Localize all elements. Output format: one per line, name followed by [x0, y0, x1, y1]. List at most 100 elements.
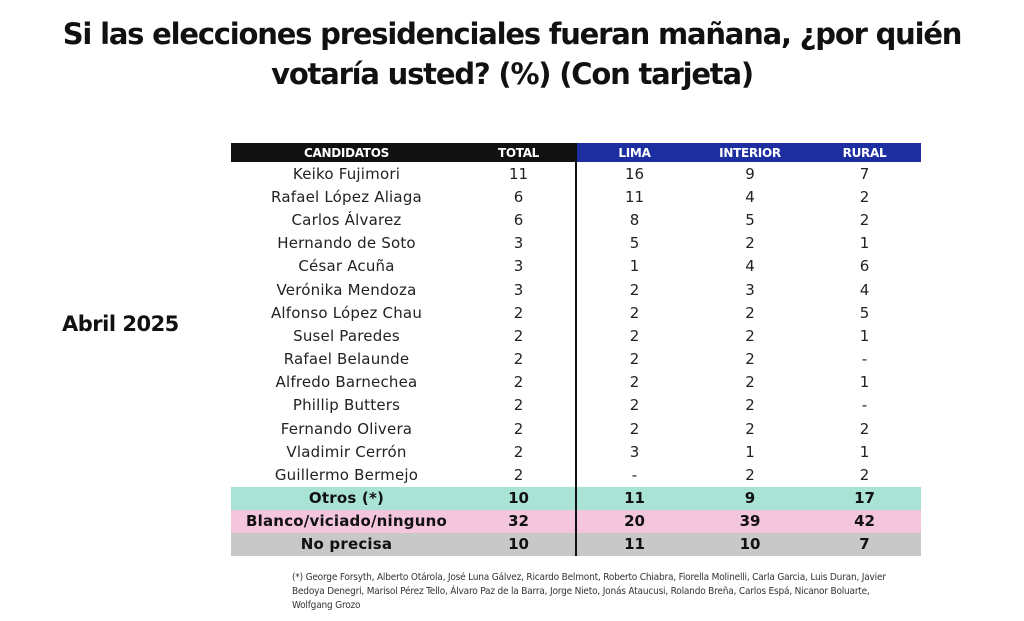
cell-rural: 1 — [859, 234, 870, 253]
column-header-rural: RURAL — [808, 143, 921, 162]
cell-total: 6 — [513, 210, 524, 229]
cell-rural: 5 — [859, 303, 870, 322]
cell-total: 3 — [513, 234, 524, 253]
table-row: Verónika Mendoza 3 2 3 4 — [231, 277, 921, 302]
cell-candidate: No precisa — [231, 532, 462, 556]
cell-rural: 2 — [859, 210, 870, 229]
table-row: Vladimir Cerrón 2 3 1 1 — [231, 440, 921, 464]
cell-candidate: Rafael Belaunde — [283, 350, 410, 369]
cell-candidate: Otros (*) — [231, 486, 462, 510]
cell-candidate: Guillermo Bermejo — [274, 466, 419, 485]
cell-interior: 3 — [745, 280, 755, 299]
cell-interior: 2 — [745, 466, 755, 485]
cell-interior: 9 — [745, 164, 755, 183]
table-row: Alfonso López Chau 2 2 2 5 — [231, 301, 921, 325]
cell-candidate: Carlos Álvarez — [291, 210, 402, 229]
table-body: Keiko Fujimori 11 16 9 7 Rafael López Aliaga 6… — [231, 162, 921, 556]
cell-candidate: Hernando de Soto — [277, 234, 416, 253]
cell-rural: 7 — [808, 532, 921, 556]
summary-row-no-precisa: No precisa 10 11 10 7 — [231, 532, 921, 556]
cell-lima: 8 — [575, 208, 692, 232]
cell-total: 2 — [513, 326, 524, 345]
cell-rural: - — [861, 350, 868, 369]
results-table: CANDIDATOS TOTAL LIMA INTERIOR RURAL Kei… — [231, 143, 921, 556]
cell-lima: 11 — [575, 532, 692, 556]
cell-lima: 2 — [575, 393, 692, 418]
period-label: Abril 2025 — [62, 312, 179, 336]
cell-lima: 2 — [575, 417, 692, 441]
cell-lima: 2 — [575, 277, 692, 302]
cell-rural: - — [861, 396, 868, 415]
cell-total: 2 — [513, 419, 524, 438]
cell-lima: - — [575, 463, 692, 487]
cell-lima: 3 — [575, 440, 692, 464]
table-row: Rafael Belaunde 2 2 2 - — [231, 347, 921, 371]
cell-lima: 20 — [575, 509, 692, 533]
cell-total: 2 — [513, 396, 524, 415]
cell-total: 2 — [513, 373, 524, 392]
cell-interior: 5 — [745, 210, 755, 229]
column-header-total: TOTAL — [462, 143, 576, 162]
cell-total: 10 — [462, 532, 576, 556]
summary-row-otros: Otros (*) 10 11 9 17 — [231, 486, 921, 510]
table-row: Guillermo Bermejo 2 - 2 2 — [231, 463, 921, 487]
cell-candidate: Keiko Fujimori — [292, 164, 401, 183]
cell-rural: 6 — [859, 257, 870, 276]
cell-candidate: Fernando Olivera — [280, 419, 413, 438]
cell-rural: 42 — [808, 509, 921, 533]
cell-interior: 2 — [745, 373, 755, 392]
table-row: Alfredo Barnechea 2 2 2 1 — [231, 370, 921, 394]
footnote: (*) George Forsyth, Alberto Otárola, Jos… — [292, 572, 886, 611]
cell-lima: 2 — [575, 301, 692, 325]
table-row: Keiko Fujimori 11 16 9 7 — [231, 162, 921, 186]
cell-lima: 16 — [575, 162, 692, 186]
column-header-lima: LIMA — [575, 143, 692, 162]
cell-rural: 1 — [859, 442, 870, 461]
cell-total: 10 — [462, 486, 576, 510]
cell-interior: 2 — [745, 396, 755, 415]
cell-rural: 2 — [859, 419, 870, 438]
table-header-row: CANDIDATOS TOTAL LIMA INTERIOR RURAL — [231, 143, 921, 162]
cell-interior: 4 — [745, 187, 755, 206]
chart-title-line-1: Si las elecciones presidenciales fueran … — [62, 17, 963, 51]
cell-total: 32 — [462, 509, 576, 533]
cell-rural: 7 — [859, 164, 870, 183]
cell-candidate: César Acuña — [298, 257, 395, 276]
cell-interior: 4 — [745, 257, 755, 276]
cell-total: 2 — [513, 466, 524, 485]
cell-interior: 9 — [692, 486, 808, 510]
table-row: César Acuña 3 1 4 6 — [231, 254, 921, 278]
cell-candidate: Rafael López Aliaga — [271, 187, 422, 206]
chart-title: Si las elecciones presidenciales fueran … — [60, 14, 964, 94]
table-row: Carlos Álvarez 6 8 5 2 — [231, 208, 921, 232]
cell-total: 2 — [513, 442, 524, 461]
table-row: Hernando de Soto 3 5 2 1 — [231, 231, 921, 255]
cell-candidate: Susel Paredes — [293, 326, 400, 345]
cell-rural: 17 — [808, 486, 921, 510]
chart-title-line-2: votaría usted? (%) (Con tarjeta) — [271, 57, 754, 91]
cell-lima: 2 — [575, 347, 692, 371]
cell-lima: 11 — [575, 185, 692, 209]
cell-total: 2 — [513, 303, 524, 322]
cell-lima: 1 — [575, 254, 692, 278]
cell-rural: 1 — [859, 373, 870, 392]
cell-interior: 10 — [692, 532, 808, 556]
cell-total: 11 — [508, 164, 529, 183]
table-row: Phillip Butters 2 2 2 - — [231, 393, 921, 418]
cell-interior: 39 — [692, 509, 808, 533]
cell-interior: 2 — [745, 350, 755, 369]
cell-candidate: Blanco/viciado/ninguno — [231, 509, 462, 533]
cell-rural: 1 — [859, 326, 870, 345]
table-row: Susel Paredes 2 2 2 1 — [231, 324, 921, 348]
cell-rural: 2 — [859, 187, 870, 206]
cell-interior: 2 — [745, 326, 755, 345]
cell-rural: 4 — [859, 280, 870, 299]
cell-interior: 2 — [745, 303, 755, 322]
summary-row-blanco: Blanco/viciado/ninguno 32 20 39 42 — [231, 509, 921, 533]
cell-candidate: Phillip Butters — [292, 396, 401, 415]
cell-candidate: Alfredo Barnechea — [275, 373, 418, 392]
cell-total: 3 — [513, 280, 524, 299]
cell-candidate: Vladimir Cerrón — [286, 442, 407, 461]
cell-lima: 2 — [575, 370, 692, 394]
cell-interior: 2 — [745, 234, 755, 253]
